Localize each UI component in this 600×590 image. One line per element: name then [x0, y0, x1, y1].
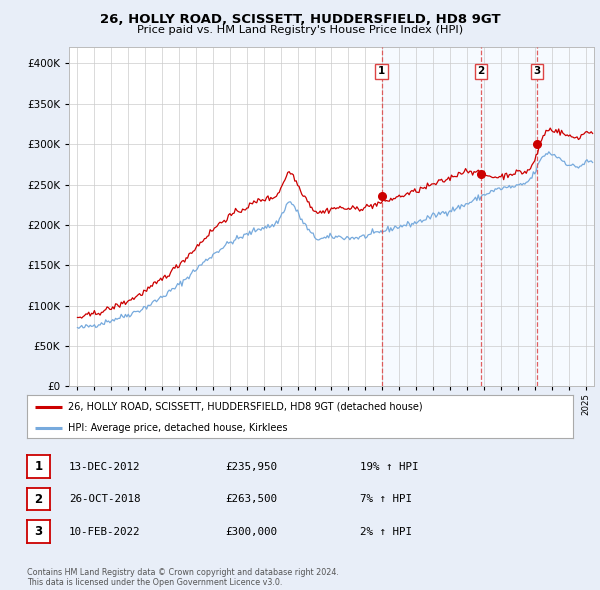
- Text: £300,000: £300,000: [225, 527, 277, 536]
- Text: £263,500: £263,500: [225, 494, 277, 504]
- Text: 10-FEB-2022: 10-FEB-2022: [69, 527, 140, 536]
- Text: 13-DEC-2012: 13-DEC-2012: [69, 462, 140, 471]
- Text: HPI: Average price, detached house, Kirklees: HPI: Average price, detached house, Kirk…: [68, 424, 287, 434]
- Text: 7% ↑ HPI: 7% ↑ HPI: [360, 494, 412, 504]
- Text: 2: 2: [477, 67, 484, 77]
- Text: 1: 1: [378, 67, 385, 77]
- Text: £235,950: £235,950: [225, 462, 277, 471]
- Text: Contains HM Land Registry data © Crown copyright and database right 2024.
This d: Contains HM Land Registry data © Crown c…: [27, 568, 339, 587]
- Text: 1: 1: [34, 460, 43, 473]
- Text: Price paid vs. HM Land Registry's House Price Index (HPI): Price paid vs. HM Land Registry's House …: [137, 25, 463, 35]
- Text: 26-OCT-2018: 26-OCT-2018: [69, 494, 140, 504]
- Text: 26, HOLLY ROAD, SCISSETT, HUDDERSFIELD, HD8 9GT (detached house): 26, HOLLY ROAD, SCISSETT, HUDDERSFIELD, …: [68, 402, 422, 412]
- Text: 2% ↑ HPI: 2% ↑ HPI: [360, 527, 412, 536]
- Text: 19% ↑ HPI: 19% ↑ HPI: [360, 462, 419, 471]
- Text: 3: 3: [533, 67, 541, 77]
- Text: 3: 3: [34, 525, 43, 538]
- Text: 2: 2: [34, 493, 43, 506]
- Bar: [382, 47, 594, 386]
- Text: 26, HOLLY ROAD, SCISSETT, HUDDERSFIELD, HD8 9GT: 26, HOLLY ROAD, SCISSETT, HUDDERSFIELD, …: [100, 13, 500, 26]
